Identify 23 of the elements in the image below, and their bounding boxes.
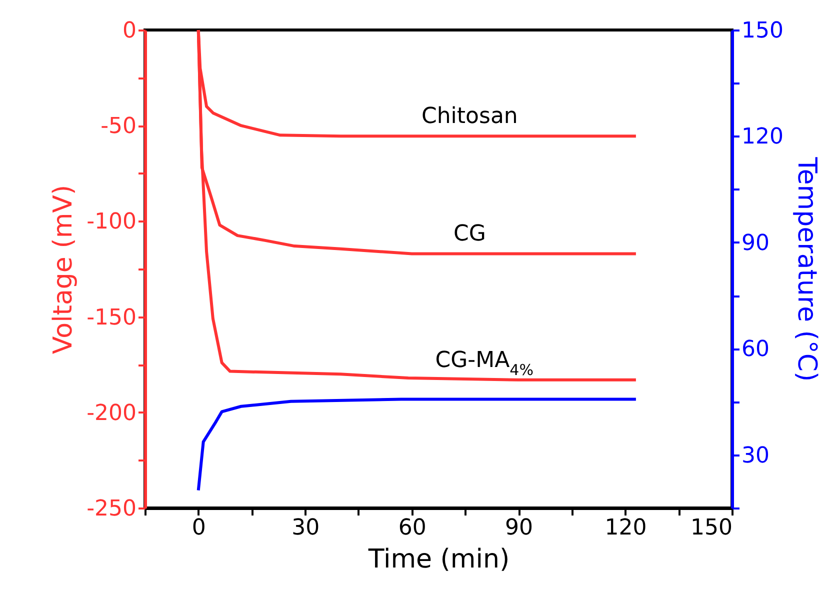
x-tick-label: 30 [292,516,320,540]
series-label: CG [453,222,486,247]
x-axis-title: Time (min) [367,544,510,574]
y-tick-label: -50 [100,114,136,140]
line-series [196,398,638,492]
series-label: Chitosan [421,104,518,130]
y2-tick-label: 90 [742,230,770,256]
y-tick-label: -100 [86,210,136,235]
y2-tick-label: 30 [742,443,770,468]
x-tick-label: 90 [505,516,534,540]
y-tick-label: -200 [86,400,136,426]
x-tick-label: 120 [604,516,647,540]
y-tick-label: -150 [86,305,136,330]
y-tick-label: -250 [86,496,136,522]
y2-axis-title: Temperature (°C) [791,156,822,382]
y-tick-label: 0 [122,18,136,44]
x-tick-label: 60 [398,516,426,540]
y2-tick-label: 120 [742,124,784,150]
x-tick-label: 0 [192,516,206,540]
y2-tick-label: 60 [742,337,770,362]
y2-tick-label: 150 [742,18,784,44]
x-tick-label: 150 [690,516,732,540]
y-axis-title: Voltage (mV) [48,184,79,354]
